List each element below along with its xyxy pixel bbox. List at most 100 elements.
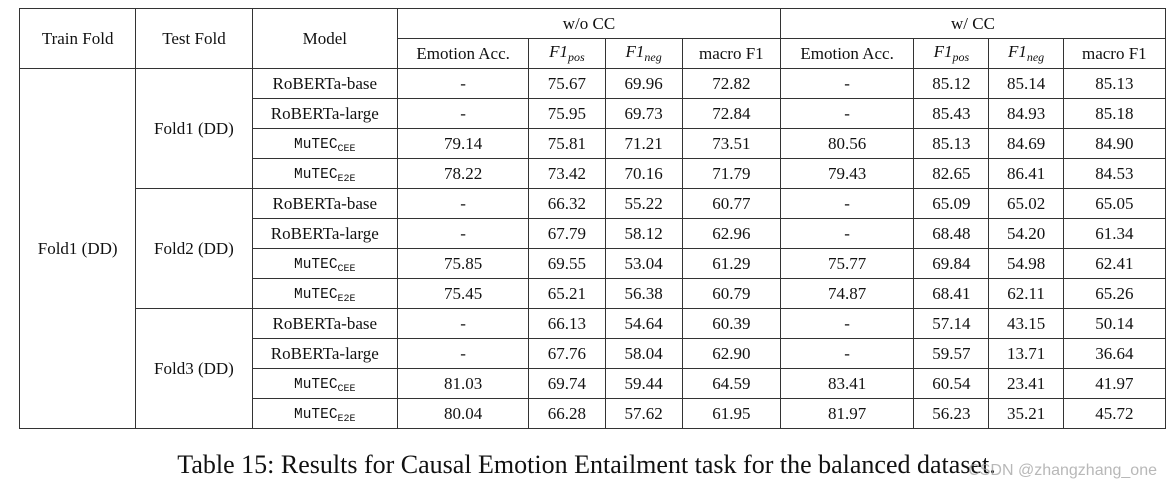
- value-cell: 54.20: [988, 218, 1064, 249]
- header-group-with-cc: w/ CC: [779, 8, 1167, 39]
- value-cell: 66.28: [528, 398, 606, 429]
- f1-label: F1pos: [549, 42, 585, 64]
- value-cell: 13.71: [988, 338, 1064, 369]
- test-fold-cell: Fold2 (DD): [135, 188, 253, 309]
- value-cell: 56.38: [604, 278, 683, 309]
- table-row: RoBERTa-large -67.76 58.04 62.90-59.57 13.71…: [20, 338, 1167, 369]
- table-row: MuTECCEE 75.85 69.55 53.04 61.29 75.77 69.84 54…: [20, 248, 1167, 279]
- value-cell: 45.72: [1062, 398, 1167, 429]
- table-body: Fold1 (DD) Fold1 (DD) RoBERTa-base -75.67 69…: [18, 68, 1167, 429]
- table-row: Fold2 (DD) RoBERTa-base -66.32 55.22 60.77-6…: [20, 188, 1167, 309]
- model-subscript: E2E: [337, 413, 356, 425]
- value-cell: 61.34: [1062, 218, 1167, 249]
- value-cell: 62.41: [1062, 248, 1167, 279]
- header-macro-f1-with: macro F1: [1062, 38, 1167, 69]
- value-cell: 57.62: [604, 398, 683, 429]
- f1-label: F1neg: [625, 42, 662, 64]
- model-cell: MuTECCEE: [251, 368, 398, 399]
- value-cell: 59.44: [604, 368, 683, 399]
- f1-subscript: neg: [1026, 50, 1045, 64]
- table-row: Fold1 (DD) Fold1 (DD) RoBERTa-base -75.67 69…: [18, 68, 1167, 429]
- value-cell: -: [779, 68, 915, 99]
- value-cell: 23.41: [988, 368, 1064, 399]
- model-name: MuTECCEE: [294, 376, 356, 395]
- table-row: Fold3 (DD) RoBERTa-base -66.13 54.64 60.39-5…: [20, 308, 1167, 429]
- value-cell: 68.41: [913, 278, 990, 309]
- value-cell: -: [396, 338, 530, 369]
- value-cell: 78.22: [396, 158, 530, 189]
- value-cell: 69.55: [528, 248, 606, 279]
- value-cell: 53.04: [604, 248, 683, 279]
- value-cell: 55.22: [604, 188, 683, 219]
- value-cell: 79.43: [779, 158, 915, 189]
- model-subscript: E2E: [337, 173, 356, 185]
- header-group-without-cc: w/o CC: [396, 8, 781, 39]
- test-fold-cell: Fold1 (DD): [135, 68, 253, 189]
- model-name: MuTECE2E: [294, 406, 356, 425]
- value-cell: 85.13: [1062, 68, 1167, 99]
- value-cell: 80.56: [779, 128, 915, 159]
- value-cell: 62.96: [681, 218, 781, 249]
- value-cell: 81.97: [779, 398, 915, 429]
- model-cell: RoBERTa-base: [251, 308, 398, 339]
- value-cell: 61.29: [681, 248, 781, 279]
- value-cell: 85.43: [913, 98, 990, 129]
- value-cell: 75.77: [779, 248, 915, 279]
- value-cell: -: [396, 68, 530, 99]
- f1-subscript: pos: [568, 50, 585, 64]
- value-cell: 75.85: [396, 248, 530, 279]
- value-cell: 65.09: [913, 188, 990, 219]
- value-cell: 70.16: [604, 158, 683, 189]
- value-cell: -: [396, 98, 530, 129]
- value-cell: 66.32: [528, 188, 606, 219]
- value-cell: 62.11: [988, 278, 1064, 309]
- value-cell: 68.48: [913, 218, 990, 249]
- value-cell: -: [396, 188, 530, 219]
- header-train-fold: Train Fold: [18, 8, 137, 69]
- value-cell: 65.21: [528, 278, 606, 309]
- value-cell: 50.14: [1062, 308, 1167, 339]
- value-cell: 36.64: [1062, 338, 1167, 369]
- value-cell: 67.79: [528, 218, 606, 249]
- value-cell: 79.14: [396, 128, 530, 159]
- model-name: MuTECE2E: [294, 166, 356, 185]
- value-cell: 72.84: [681, 98, 781, 129]
- value-cell: 84.53: [1062, 158, 1167, 189]
- value-cell: 67.76: [528, 338, 606, 369]
- model-cell: MuTECE2E: [251, 158, 398, 189]
- value-cell: 71.79: [681, 158, 781, 189]
- model-subscript: CEE: [337, 143, 356, 155]
- value-cell: 84.90: [1062, 128, 1167, 159]
- value-cell: 62.90: [681, 338, 781, 369]
- value-cell: -: [779, 98, 915, 129]
- value-cell: 83.41: [779, 368, 915, 399]
- train-fold-cell: Fold1 (DD): [18, 68, 137, 429]
- model-cell: RoBERTa-large: [251, 218, 398, 249]
- value-cell: 60.79: [681, 278, 781, 309]
- model-cell: RoBERTa-large: [251, 338, 398, 369]
- watermark: CSDN @zhangzhang_one: [968, 462, 1157, 479]
- model-cell: RoBERTa-base: [251, 188, 398, 219]
- f1-subscript: neg: [644, 50, 662, 64]
- value-cell: 57.14: [913, 308, 990, 339]
- f1-subscript: pos: [952, 50, 970, 64]
- value-cell: 85.18: [1062, 98, 1167, 129]
- value-cell: -: [779, 308, 915, 339]
- value-cell: 72.82: [681, 68, 781, 99]
- table-row: MuTECE2E 80.04 66.28 57.62 61.95 81.97 56.23 35…: [20, 398, 1167, 429]
- model-subscript: CEE: [337, 383, 356, 395]
- value-cell: 35.21: [988, 398, 1064, 429]
- value-cell: -: [779, 188, 915, 219]
- value-cell: 73.51: [681, 128, 781, 159]
- value-cell: 82.65: [913, 158, 990, 189]
- value-cell: 80.04: [396, 398, 530, 429]
- value-cell: 65.26: [1062, 278, 1167, 309]
- header-row-sub: Emotion Acc. F1pos F1neg macro F1 Emotion Ac…: [20, 38, 1167, 69]
- value-cell: 61.95: [681, 398, 781, 429]
- value-cell: -: [396, 218, 530, 249]
- model-cell: MuTECE2E: [251, 398, 398, 429]
- value-cell: -: [779, 338, 915, 369]
- value-cell: 64.59: [681, 368, 781, 399]
- value-cell: 69.96: [604, 68, 683, 99]
- model-name: MuTECCEE: [294, 256, 356, 275]
